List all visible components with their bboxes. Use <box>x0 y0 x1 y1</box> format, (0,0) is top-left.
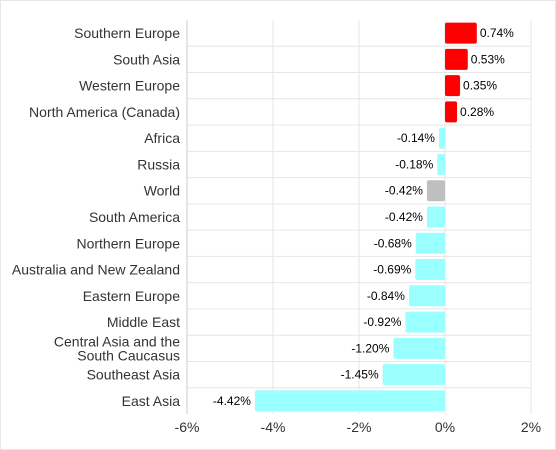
x-tick-label: -6% <box>175 419 200 435</box>
value-label: -0.68% <box>374 236 412 250</box>
value-label: -0.69% <box>373 263 411 277</box>
x-axis-ticks: -6% -4% -2% 0% 2% <box>175 419 542 435</box>
value-label: -0.42% <box>385 184 423 198</box>
category-label-line: Africa <box>144 130 180 146</box>
category-label-line: South America <box>89 209 180 225</box>
grid-layer <box>186 20 532 414</box>
category-label-line: World <box>144 183 180 199</box>
bar <box>445 101 458 123</box>
category-label: Middle East <box>107 314 180 330</box>
value-label: -0.42% <box>385 210 423 224</box>
x-tick-label: -4% <box>261 419 286 435</box>
category-label: North America (Canada) <box>29 104 180 120</box>
value-label: -0.14% <box>397 131 435 145</box>
bar <box>426 206 445 228</box>
category-label: Southeast Asia <box>87 367 181 383</box>
value-label: -1.45% <box>341 368 379 382</box>
category-label-line: Middle East <box>107 314 180 330</box>
bar <box>382 364 445 386</box>
value-label: 0.28% <box>460 105 494 119</box>
bar <box>438 127 445 149</box>
category-label-line: Central Asia and the <box>54 333 180 349</box>
bar <box>426 180 445 202</box>
bar <box>254 390 445 412</box>
category-label-line: Australia and New Zealand <box>12 262 180 278</box>
category-label: East Asia <box>122 393 181 409</box>
category-label: Northern Europe <box>76 235 180 251</box>
category-label-line: North America (Canada) <box>29 104 180 120</box>
category-label-line: Western Europe <box>79 78 180 94</box>
category-label: Africa <box>144 130 180 146</box>
category-label: Eastern Europe <box>83 288 180 304</box>
bar <box>393 337 445 359</box>
bar <box>415 259 445 281</box>
value-label: 0.53% <box>471 52 505 66</box>
bar <box>415 232 445 254</box>
bar <box>408 285 445 307</box>
category-label: World <box>144 183 180 199</box>
category-label-line: South Caucasus <box>77 347 180 363</box>
category-label: South America <box>89 209 180 225</box>
bar <box>437 153 445 175</box>
value-label: -4.42% <box>213 394 251 408</box>
value-label: 0.74% <box>480 26 514 40</box>
x-tick-label: -2% <box>347 419 372 435</box>
category-label: Central Asia and the South Caucasus <box>54 333 180 363</box>
value-label: -0.18% <box>395 157 433 171</box>
x-tick-label: 2% <box>521 419 541 435</box>
category-label: Southern Europe <box>74 25 180 41</box>
category-label-line: Southeast Asia <box>87 367 181 383</box>
bar <box>445 22 477 44</box>
category-label: Russia <box>137 156 180 172</box>
category-label-line: East Asia <box>122 393 181 409</box>
category-label-line: Russia <box>137 156 180 172</box>
value-labels: 0.74% 0.53% 0.35% 0.28% -0.14% -0.18% -0.42% -0… <box>213 26 514 408</box>
category-label: Western Europe <box>79 78 180 94</box>
category-label-line: Southern Europe <box>74 25 180 41</box>
bar <box>405 311 445 333</box>
bar <box>445 75 461 97</box>
category-label-line: South Asia <box>113 51 180 67</box>
value-label: -0.84% <box>367 289 405 303</box>
category-label-line: Northern Europe <box>76 235 180 251</box>
bar <box>445 48 468 70</box>
category-label: South Asia <box>113 51 180 67</box>
x-tick-label: 0% <box>435 419 455 435</box>
value-label: 0.35% <box>463 79 497 93</box>
category-labels: Southern Europe South Asia Western Europe N… <box>12 25 180 409</box>
category-label-line: Eastern Europe <box>83 288 180 304</box>
value-label: -1.20% <box>351 341 389 355</box>
value-label: -0.92% <box>363 315 401 329</box>
category-label: Australia and New Zealand <box>12 262 180 278</box>
bar-layer <box>254 22 477 412</box>
